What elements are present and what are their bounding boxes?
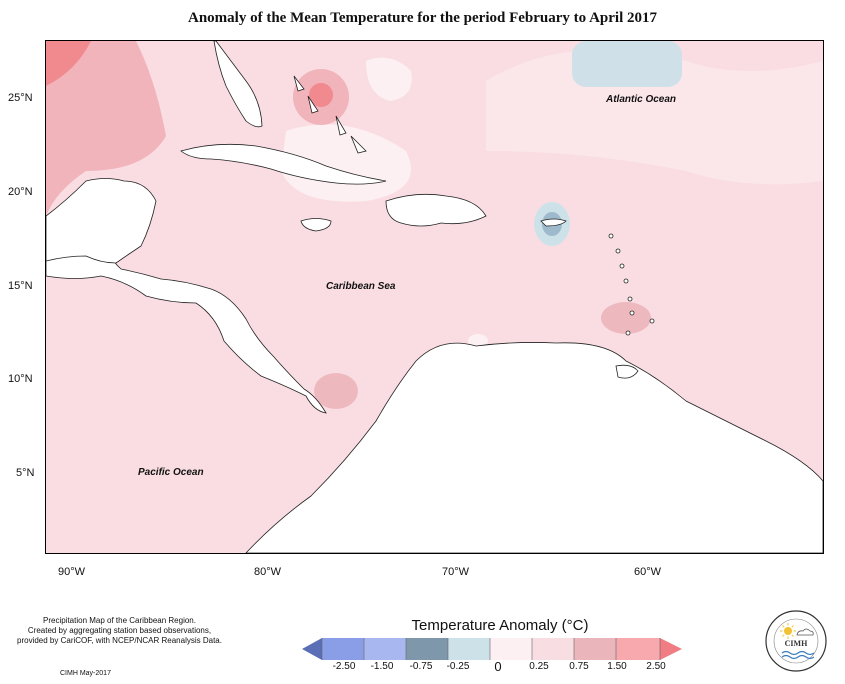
legend-tick-7: 0.75 [569,661,589,672]
legend-title: Temperature Anomaly (°C) [411,617,589,634]
credits-date: CIMH May-2017 [60,670,111,677]
lon-tick-90w: 90°W [58,566,86,578]
caribbean-sea-label: Caribbean Sea [326,281,396,292]
legend-class-7 [532,638,574,660]
legend-tick-5: 0 [494,659,502,674]
land-puerto-rico [540,218,567,227]
land-jamaica [300,218,332,232]
legend-tick-9: 2.50 [646,661,666,672]
land-south-america [245,342,823,553]
map-panel: Atlantic Ocean Caribbean Sea Pacific Oce… [45,40,824,554]
atlantic-ocean-label: Atlantic Ocean [606,94,677,105]
map-credits: Precipitation Map of the Caribbean Regio… [12,616,227,646]
map-title: Anomaly of the Mean Temperature for the … [188,10,657,26]
legend-colorbar [302,638,682,660]
anomaly-light-patch-northeast [366,57,412,101]
anomaly-warm-florida [46,41,166,216]
anomaly-light-patch-atlantic [486,49,823,185]
legend-class-1 [302,638,322,660]
cloud-icon [796,628,814,636]
legend-class-2 [322,638,364,660]
land-florida [213,41,263,128]
legend-tick-4: -0.25 [446,661,470,672]
legend-class-4 [406,638,448,660]
anomaly-warm-windward [601,302,651,334]
lon-tick-60w: 60°W [634,566,662,578]
lat-tick-15n: 15°N [8,280,33,292]
lat-tick-20n: 20°N [8,186,33,198]
land-trinidad [615,364,639,379]
legend-class-6 [490,638,532,660]
land-cuba [180,143,387,185]
anomaly-warm-panama [314,373,358,409]
anomaly-cool-atlantic [572,41,682,87]
legend-tick-1: -2.50 [332,661,356,672]
legend-class-3 [364,638,406,660]
legend-tick-2: -1.50 [370,661,394,672]
land-lesser-antilles [608,233,655,336]
legend-class-9 [616,638,660,660]
credits-line-2: Created by aggregating station based obs… [27,626,212,635]
lat-tick-25n: 25°N [8,92,33,104]
pacific-ocean-label: Pacific Ocean [138,467,204,478]
legend-tick-6: 0.25 [529,661,549,672]
lon-tick-80w: 80°W [254,566,282,578]
legend-tick-3: -0.75 [409,661,433,672]
sun-icon [780,623,796,639]
land-hispaniola [385,193,487,227]
legend-tick-8: 1.50 [607,661,627,672]
cimh-logo: CIMH [765,610,827,672]
anomaly-hot-bahamas [309,83,333,107]
credits-line-1: Precipitation Map of the Caribbean Regio… [43,616,196,625]
lon-tick-70w: 70°W [442,566,470,578]
credits-line-3: provided by CariCOF, with NCEP/NCAR Rean… [17,636,222,645]
land-yucatan [46,178,157,264]
lat-tick-10n: 10°N [8,373,33,385]
legend-class-5 [448,638,490,660]
logo-text: CIMH [785,639,808,648]
lat-tick-5n: 5°N [16,467,35,479]
anomaly-light-pacific-patch [468,334,488,348]
waves-icon [781,650,815,656]
legend-class-8 [574,638,616,660]
legend-class-10 [660,638,682,660]
map-canvas [46,41,823,553]
land-bahamas [293,75,367,154]
anomaly-hot-northwest [46,41,91,86]
